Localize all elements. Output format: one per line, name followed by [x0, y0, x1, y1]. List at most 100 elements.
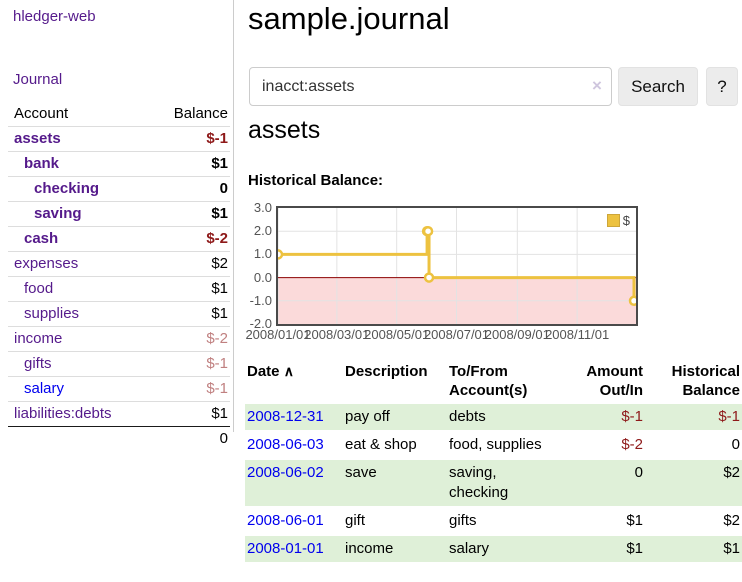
account-link[interactable]: gifts — [24, 355, 52, 372]
y-tick-label: 2.0 — [253, 223, 272, 239]
account-link[interactable]: liabilities:debts — [14, 405, 112, 422]
data-point-marker — [628, 295, 636, 307]
legend-swatch-icon — [606, 214, 620, 227]
description-cell: pay off — [343, 404, 447, 430]
accounts-header-row: Account Balance — [8, 101, 230, 127]
description-cell: income — [343, 536, 447, 562]
account-row: expenses $2 — [8, 251, 230, 277]
date-link[interactable]: 2008-06-01 — [247, 512, 324, 529]
total-balance: 0 — [219, 430, 228, 447]
x-tick-label: 2008/01/01 — [245, 327, 311, 342]
account-link[interactable]: cash — [24, 230, 59, 247]
table-row: 2008-06-02 save saving, checking 0 $2 — [245, 460, 742, 506]
account-row: liabilities:debts $1 — [8, 401, 230, 427]
balance-column-header: Historical Balance — [671, 363, 740, 399]
account-row: assets $-1 — [8, 126, 230, 152]
account-column-header: Account — [8, 101, 148, 127]
account-link[interactable]: income — [14, 330, 63, 347]
account-link[interactable]: bank — [24, 155, 60, 172]
x-tick-label: 2008/11/01 — [545, 327, 610, 342]
data-point-marker — [423, 272, 435, 283]
total-row: 0 — [8, 427, 230, 452]
balance-cell: 0 — [731, 436, 740, 453]
account-row: cash $-2 — [8, 226, 230, 252]
account-link[interactable]: assets — [14, 130, 61, 147]
accounts-cell: food, supplies — [449, 436, 542, 453]
table-row: 2008-06-01 gift gifts $1 $2 — [245, 508, 742, 534]
account-link[interactable]: food — [24, 280, 54, 297]
search-input[interactable] — [249, 67, 612, 106]
account-heading: assets — [248, 116, 321, 144]
y-tick-label: -1.0 — [249, 292, 272, 308]
account-link[interactable]: expenses — [14, 255, 79, 272]
amount-cell: $1 — [549, 536, 645, 562]
account-balance: $1 — [147, 401, 230, 427]
account-row: checking 0 — [8, 176, 230, 202]
account-row: income $-2 — [8, 326, 230, 352]
x-tick-label: 2008/05/01 — [364, 327, 430, 342]
register-header-row: Date ∧ Description To/From Account(s) Am… — [245, 360, 742, 402]
clear-search-icon[interactable]: × — [592, 76, 602, 95]
account-balance: $1 — [147, 201, 230, 227]
account-row: salary $-1 — [8, 376, 230, 402]
legend-label: $ — [622, 213, 630, 228]
account-link[interactable]: saving — [34, 205, 82, 222]
date-column-header[interactable]: Date ∧ — [245, 360, 343, 402]
accounts-cell: salary — [447, 536, 549, 562]
sidebar-item-journal[interactable]: Journal — [13, 71, 63, 88]
account-link[interactable]: salary — [24, 380, 65, 397]
chart-section-label: Historical Balance: — [248, 172, 384, 189]
account-link[interactable]: checking — [34, 180, 100, 197]
account-balance: $-1 — [147, 351, 230, 377]
account-link[interactable]: supplies — [24, 305, 80, 322]
x-tick-label: 2008/09/01 — [484, 327, 550, 342]
help-button[interactable]: ? — [706, 67, 738, 106]
account-balance: $1 — [147, 276, 230, 302]
data-point-marker — [422, 225, 434, 237]
balance-cell: $1 — [645, 536, 742, 562]
accounts-cell: debts — [447, 404, 549, 430]
amount-cell: $1 — [626, 512, 643, 529]
accounts-cell: saving, checking — [447, 460, 549, 506]
y-tick-label: 1.0 — [253, 246, 272, 262]
account-balance: $-1 — [147, 126, 230, 152]
account-row: gifts $-1 — [8, 351, 230, 377]
sidebar-divider — [233, 0, 234, 432]
balance-cell: $-1 — [645, 404, 742, 430]
amount-cell: 0 — [549, 460, 645, 506]
account-balance: $2 — [147, 251, 230, 277]
chart-legend: $ — [604, 212, 632, 229]
account-balance: 0 — [147, 176, 230, 202]
description-cell: eat & shop — [345, 436, 417, 453]
chart-canvas — [278, 208, 636, 324]
description-cell: gift — [345, 512, 366, 529]
y-tick-label: 3.0 — [253, 200, 272, 215]
description-column-header: Description — [345, 363, 428, 380]
page-title: sample.journal — [248, 1, 450, 36]
total-spacer — [8, 427, 148, 452]
y-tick-label: -2.0 — [249, 316, 272, 331]
app-title-link[interactable]: hledger-web — [13, 8, 96, 25]
date-link[interactable]: 2008-12-31 — [247, 408, 324, 425]
sort-ascending-icon: ∧ — [283, 363, 294, 379]
balance-column-header: Balance — [147, 101, 230, 127]
data-point-marker — [278, 249, 284, 260]
table-row: 2008-06-03 eat & shop food, supplies $-2 0 — [245, 432, 742, 458]
account-row: food $1 — [8, 276, 230, 302]
x-tick-label: 2008/07/01 — [423, 327, 490, 342]
amount-cell: $-2 — [621, 436, 643, 453]
account-balance: $1 — [147, 151, 230, 177]
date-link[interactable]: 2008-06-02 — [247, 464, 324, 481]
balance-cell: $2 — [645, 460, 742, 506]
x-tick-label: 2008/03/01 — [304, 327, 370, 342]
search-button[interactable]: Search — [618, 67, 698, 106]
accounts-cell: gifts — [449, 512, 477, 529]
account-row: supplies $1 — [8, 301, 230, 327]
account-balance: $-2 — [147, 326, 230, 352]
table-row: 2008-12-31 pay off debts $-1 $-1 — [245, 404, 742, 430]
balance-cell: $2 — [723, 512, 740, 529]
tofrom-column-header: To/From Account(s) — [449, 363, 528, 399]
date-link[interactable]: 2008-06-03 — [247, 436, 324, 453]
date-link[interactable]: 2008-01-01 — [247, 540, 324, 557]
account-row: saving $1 — [8, 201, 230, 227]
